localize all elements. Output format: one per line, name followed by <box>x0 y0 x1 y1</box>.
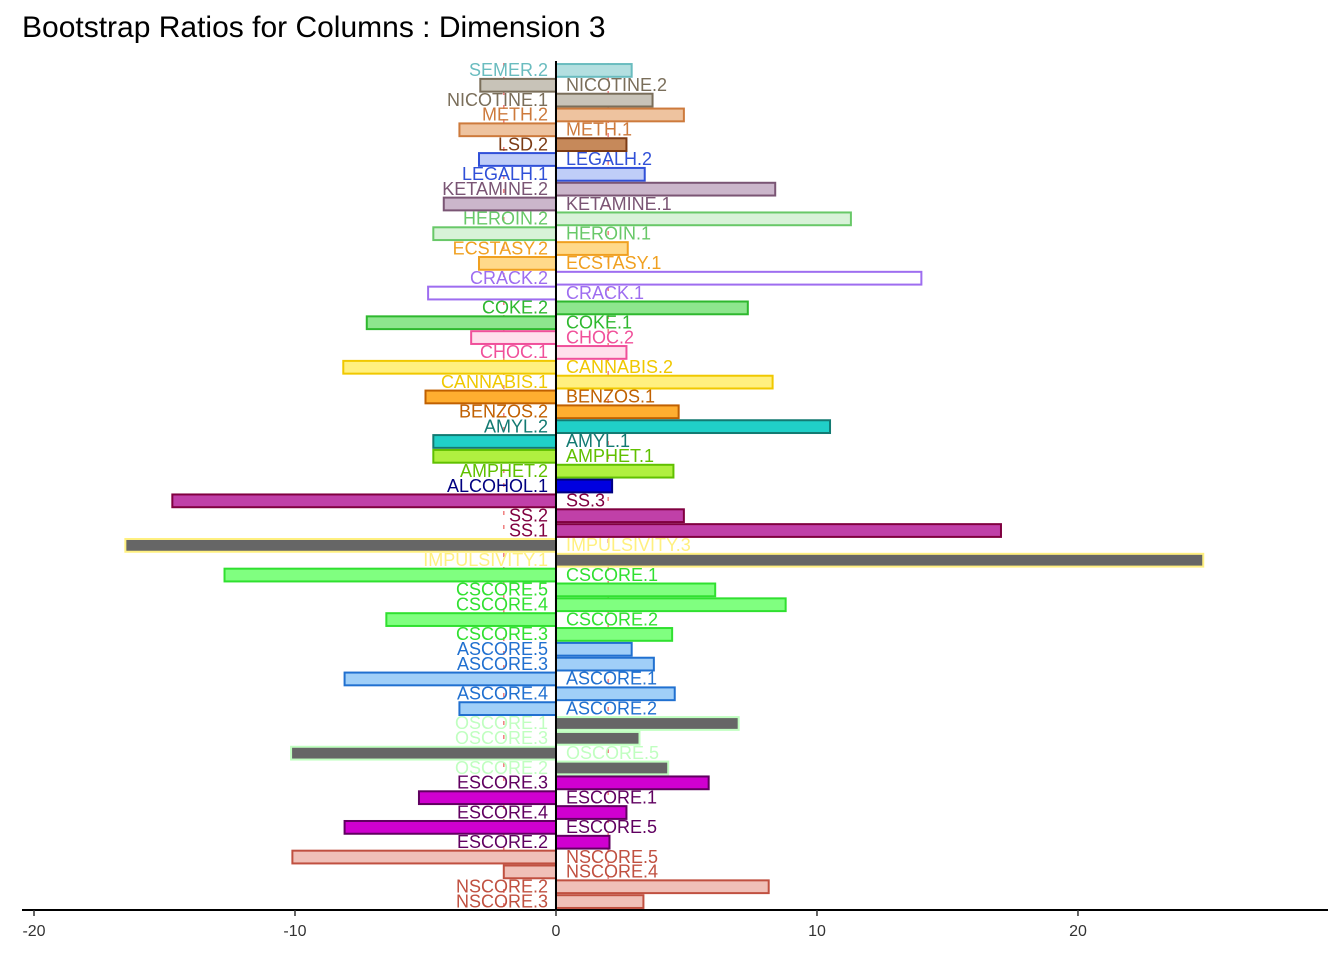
bar-label: NICOTINE.1 <box>447 90 548 110</box>
bar-label: CSCORE.2 <box>566 609 658 629</box>
bar <box>554 760 670 776</box>
bar <box>554 404 680 420</box>
bar-label: CANNABIS.1 <box>441 372 548 392</box>
bar-label: SS.2 <box>509 505 548 525</box>
bar-label: CHOC.1 <box>480 342 548 362</box>
bar-label: ESCORE.1 <box>566 787 657 807</box>
bar-label: IMPULSIVITY.1 <box>423 550 548 570</box>
bar-label: ASCORE.1 <box>566 669 657 689</box>
bar-label: SS.3 <box>566 491 605 511</box>
bar <box>554 92 654 108</box>
bar-label: CHOC.2 <box>566 327 634 347</box>
bar-label: LEGALH.2 <box>566 149 652 169</box>
bar-label: ECSTASY.2 <box>453 238 548 258</box>
bar-label: NICOTINE.2 <box>566 75 667 95</box>
bar-label: ECSTASY.1 <box>566 253 661 273</box>
bar-label: CSCORE.5 <box>456 580 548 600</box>
bar-label: ESCORE.5 <box>566 817 657 837</box>
bar <box>554 894 645 909</box>
bar-label: KETAMINE.1 <box>566 194 672 214</box>
bar-label: COKE.2 <box>482 298 548 318</box>
bar-label: ESCORE.4 <box>457 802 548 822</box>
bar-label: HEROIN.2 <box>463 209 548 229</box>
bar-label: CSCORE.3 <box>456 624 548 644</box>
bar-label: CSCORE.4 <box>456 594 548 614</box>
bar-label: METH.1 <box>566 120 632 140</box>
bar-label: NSCORE.2 <box>456 876 548 896</box>
bar <box>291 849 557 865</box>
bar-label: ASCORE.5 <box>457 639 548 659</box>
bar-label: AMPHET.1 <box>566 446 654 466</box>
x-tick-label: 0 <box>552 923 561 940</box>
bar-label: ASCORE.4 <box>457 684 548 704</box>
bar-label: SEMER.2 <box>469 60 548 80</box>
bar-label: KETAMINE.2 <box>442 179 548 199</box>
bar <box>432 434 557 449</box>
bar-label: NSCORE.3 <box>456 891 548 911</box>
bar-label: CSCORE.1 <box>566 565 658 585</box>
bar <box>554 582 717 598</box>
bar-label: ASCORE.2 <box>566 698 657 718</box>
bar-label: HEROIN.1 <box>566 223 651 243</box>
bar-label: CANNABIS.2 <box>566 357 673 377</box>
bar <box>554 463 675 479</box>
bar-label: LEGALH.1 <box>462 164 548 184</box>
bar-label: ESCORE.3 <box>457 773 548 793</box>
bar <box>554 166 646 182</box>
bar <box>554 508 685 524</box>
bar-label: BENZOS.2 <box>459 402 548 422</box>
bar-label: OSCORE.1 <box>455 713 548 733</box>
bar-label: ALCOHOL.1 <box>447 476 548 496</box>
chart-title: Bootstrap Ratios for Columns : Dimension… <box>22 11 606 44</box>
bar-label: ASCORE.3 <box>457 654 548 674</box>
bar <box>554 627 674 642</box>
bar <box>365 315 557 331</box>
bar-label: NSCORE.4 <box>566 862 658 882</box>
bar-label: AMYL.2 <box>484 416 548 436</box>
bar <box>171 493 557 509</box>
bar-label: CRACK.1 <box>566 283 644 303</box>
bar-label: OSCORE.5 <box>566 743 659 763</box>
x-tick-label: -10 <box>283 923 306 940</box>
x-tick-label: -20 <box>22 923 45 940</box>
x-tick-label: 20 <box>1069 923 1087 940</box>
bar-label: LSD.2 <box>498 134 548 154</box>
bar <box>554 716 740 731</box>
bar-label: ESCORE.2 <box>457 832 548 852</box>
bar-label: AMYL.1 <box>566 431 630 451</box>
bar-label: CRACK.2 <box>470 268 548 288</box>
bar-label: NSCORE.5 <box>566 847 658 867</box>
bar-label: OSCORE.2 <box>455 758 548 778</box>
bar-label: COKE.1 <box>566 312 632 332</box>
bar-label: AMPHET.2 <box>460 461 548 481</box>
bar <box>554 641 633 657</box>
bar-label: METH.2 <box>482 105 548 125</box>
bar-label: OSCORE.3 <box>455 728 548 748</box>
bar-label: SS.1 <box>509 520 548 540</box>
x-tick-label: 10 <box>808 923 826 940</box>
bar-label: BENZOS.1 <box>566 387 655 407</box>
bar <box>554 879 770 895</box>
bar-label: IMPULSIVITY.3 <box>566 535 691 555</box>
